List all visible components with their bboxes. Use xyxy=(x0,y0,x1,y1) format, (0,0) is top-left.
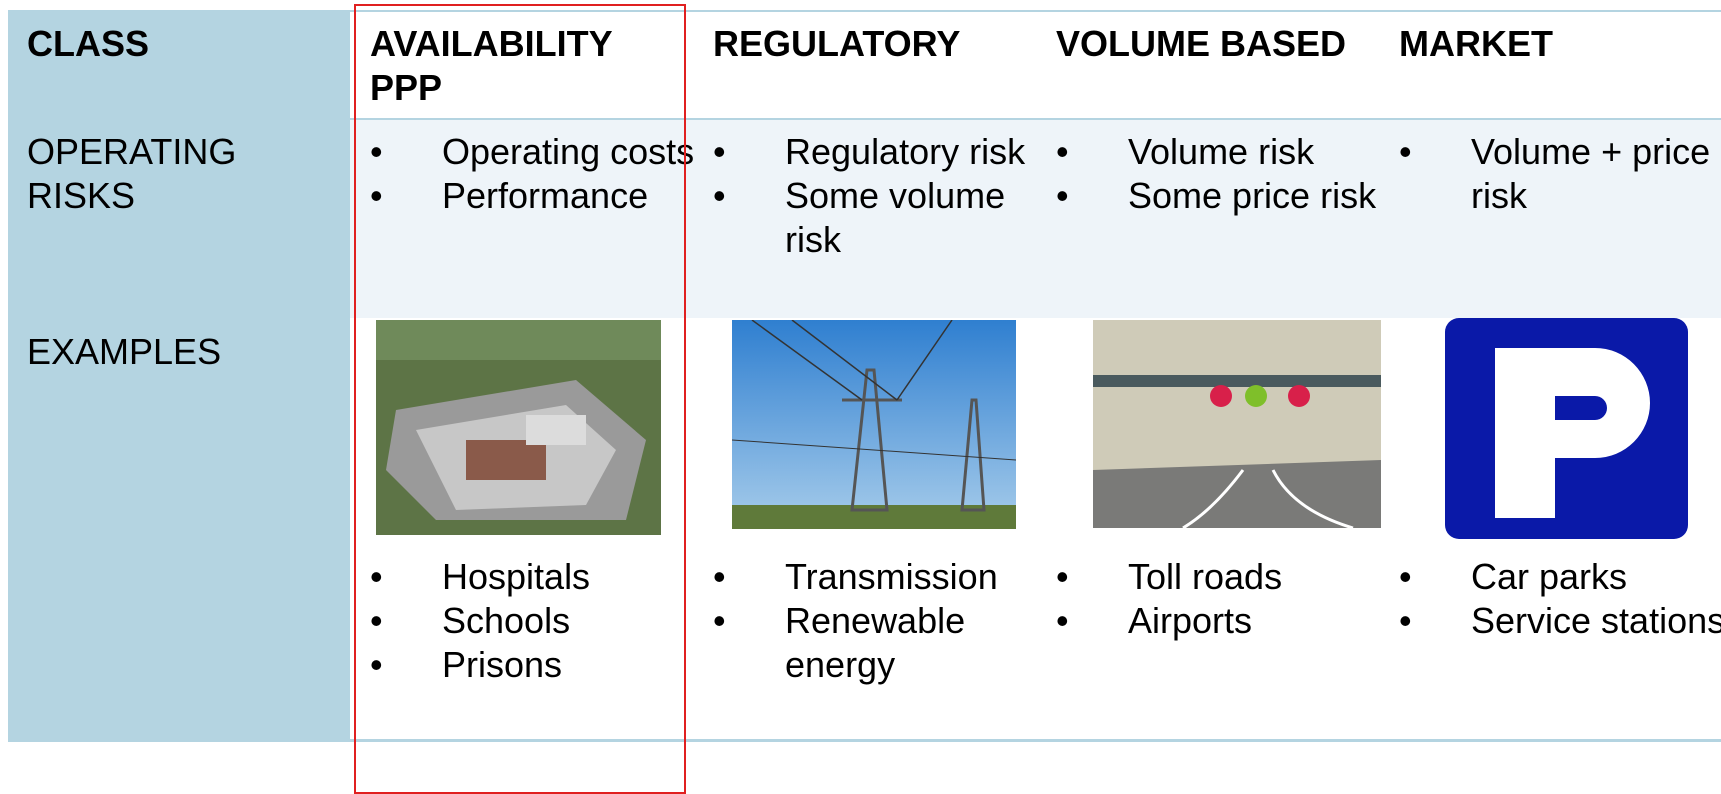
bullet: • xyxy=(1056,174,1069,218)
label-column xyxy=(8,10,350,740)
bullet: • xyxy=(713,599,726,643)
header-cell: MARKET xyxy=(1399,22,1719,66)
bullet: • xyxy=(1399,555,1412,599)
list-item: Service stations xyxy=(1471,599,1721,643)
list-item: Airports xyxy=(1128,599,1398,643)
bullet: • xyxy=(713,174,726,218)
list-item: Renewable energy xyxy=(785,599,1055,687)
header-cell: REGULATORY xyxy=(713,22,1033,66)
list-item: Volume + price risk xyxy=(1471,130,1721,218)
list-item: Toll roads xyxy=(1128,555,1398,599)
bullet: • xyxy=(1399,599,1412,643)
list-item: Volume risk xyxy=(1128,130,1398,174)
row-border xyxy=(8,739,1721,742)
power-lines-photo xyxy=(732,320,1016,529)
list-item: Regulatory risk xyxy=(785,130,1055,174)
slide: CLASSAVAILABILITY PPPREGULATORYVOLUME BA… xyxy=(0,0,1721,782)
bullet: • xyxy=(713,555,726,599)
list-item: Some price risk xyxy=(1128,174,1398,218)
bullet: • xyxy=(1056,555,1069,599)
list-item: Some volume risk xyxy=(785,174,1055,262)
header-cell: CLASS xyxy=(27,22,347,66)
bullet: • xyxy=(1399,130,1412,174)
row-label: OPERATING RISKS xyxy=(27,130,327,218)
bullet: • xyxy=(713,130,726,174)
list-item: Transmission xyxy=(785,555,1055,599)
row-label: EXAMPLES xyxy=(27,330,327,374)
bullet: • xyxy=(1056,599,1069,643)
parking-sign xyxy=(1445,318,1688,539)
list-item: Car parks xyxy=(1471,555,1721,599)
highlight-box xyxy=(354,4,686,794)
bullet: • xyxy=(1056,130,1069,174)
toll-road-photo xyxy=(1093,320,1381,528)
header-cell: VOLUME BASED xyxy=(1056,22,1376,66)
